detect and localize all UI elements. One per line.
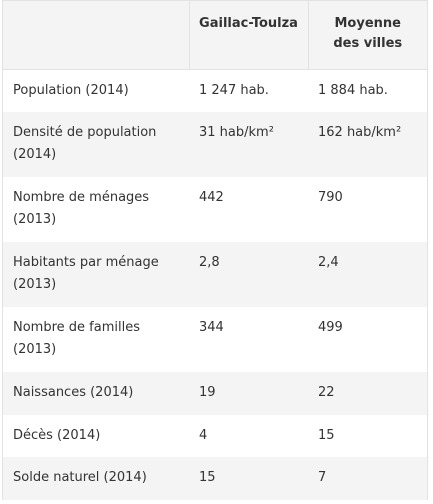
table-row-densite: Densité de population (2014) 31 hab/km² … [3, 112, 427, 177]
row-value-gaillac: 1 247 hab. [199, 82, 269, 98]
table-row-solde-naturel: Solde naturel (2014) 15 7 [3, 457, 427, 500]
header-gaillac-label: Gaillac-Toulza [199, 16, 298, 31]
row-value-moyenne: 22 [308, 372, 427, 415]
header-moyenne-line2: des villes [333, 36, 403, 51]
table-row-population: Population (2014) 1 247 hab. 1 884 hab. [3, 69, 427, 112]
header-moyenne-des-villes: Moyenne des villes [308, 1, 427, 70]
row-value-gaillac: 344 [199, 320, 224, 335]
row-label: Population (2014) [13, 82, 129, 98]
table-header-row: Gaillac-Toulza Moyenne des villes [3, 1, 427, 70]
stats-table-container: Gaillac-Toulza Moyenne des villes Popula… [2, 0, 428, 500]
row-value-moyenne: 499 [318, 320, 343, 335]
table-row-habitants-par-menage: Habitants par ménage (2013) 2,8 2,4 [3, 242, 427, 307]
table-row-naissances: Naissances (2014) 19 22 [3, 372, 427, 415]
header-empty-cell [3, 1, 190, 70]
row-value-gaillac: 15 [189, 457, 308, 500]
row-value-gaillac: 442 [199, 190, 224, 205]
row-value-moyenne: 1 884 hab. [318, 82, 388, 98]
row-label: Décès (2014) [13, 428, 101, 443]
comparison-table: Gaillac-Toulza Moyenne des villes Popula… [3, 1, 427, 500]
row-label: Nombre de ménages (2013) [13, 190, 150, 227]
row-value-moyenne: 162 hab/km² [308, 112, 427, 177]
header-moyenne-line1: Moyenne [334, 16, 402, 31]
row-value-gaillac: 2,8 [189, 242, 308, 307]
row-label: Nombre de familles (2013) [13, 320, 140, 357]
row-label: Solde naturel (2014) [3, 457, 189, 500]
row-value-gaillac: 19 [189, 372, 308, 415]
row-label: Habitants par ménage (2013) [3, 242, 189, 307]
row-value-moyenne: 790 [318, 190, 343, 205]
row-value-moyenne: 2,4 [308, 242, 427, 307]
row-value-moyenne: 7 [308, 457, 427, 500]
table-row-familles: Nombre de familles (2013) 344 499 [3, 307, 427, 372]
table-row-menages: Nombre de ménages (2013) 442 790 [3, 177, 427, 242]
header-gaillac-toulza: Gaillac-Toulza [189, 1, 309, 70]
table-row-deces: Décès (2014) 4 15 [3, 415, 427, 457]
row-label: Densité de population (2014) [3, 112, 189, 177]
row-value-moyenne: 15 [318, 428, 335, 443]
row-value-gaillac: 31 hab/km² [189, 112, 308, 177]
row-label: Naissances (2014) [3, 372, 189, 415]
row-value-gaillac: 4 [199, 428, 208, 443]
